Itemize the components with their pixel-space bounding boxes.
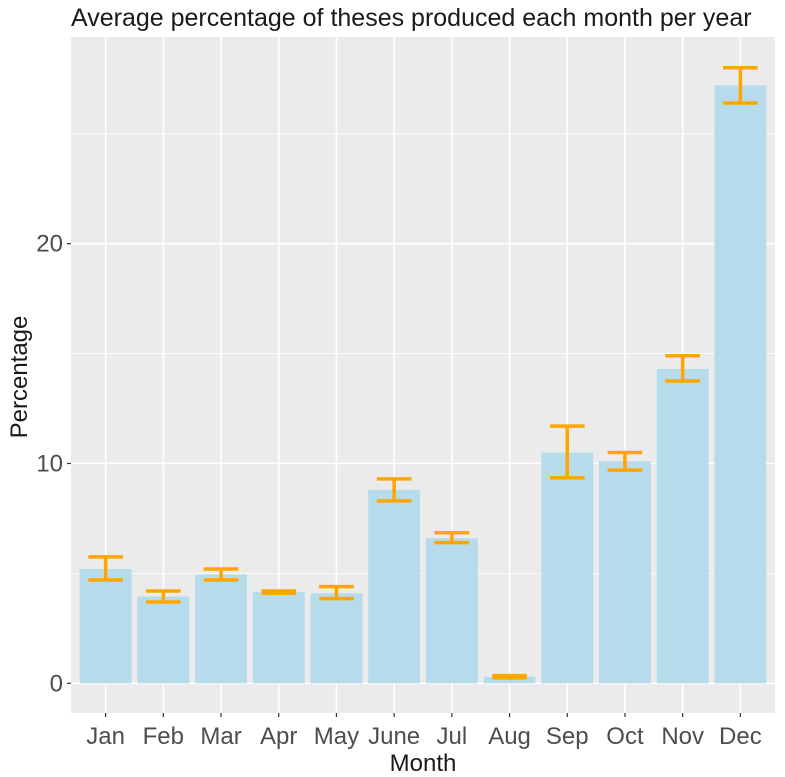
bar-aug xyxy=(483,676,536,684)
error-bar-sep xyxy=(549,424,585,480)
x-axis-ticks: Jan Feb Mar Apr May June Jul Aug Sep Oct Nov Dec xyxy=(86,713,762,750)
bar-dec xyxy=(714,85,767,684)
bar-jan xyxy=(79,569,132,684)
x-tick-label: Aug xyxy=(488,723,531,750)
x-tick-label: Mar xyxy=(200,723,241,750)
error-bar-nov xyxy=(665,354,700,383)
error-bar-aug xyxy=(492,673,527,680)
x-tick-label: Dec xyxy=(719,723,762,750)
x-axis-title: Month xyxy=(390,750,457,777)
x-tick-label: Oct xyxy=(606,723,644,750)
x-tick-label: Apr xyxy=(260,723,297,750)
bar-oct xyxy=(599,461,651,684)
y-axis-title: Percentage xyxy=(6,316,33,439)
error-bar-jan xyxy=(88,555,123,582)
bar-nov xyxy=(656,368,709,684)
bar-may xyxy=(310,593,363,684)
x-tick-label: Jul xyxy=(437,723,468,750)
x-tick-label: June xyxy=(368,723,420,750)
x-tick-label: Nov xyxy=(661,723,704,750)
x-tick-label: Feb xyxy=(143,723,184,750)
x-tick-label: Jan xyxy=(86,723,125,750)
bars xyxy=(79,85,767,684)
error-bar-dec xyxy=(723,66,758,105)
bar-mar xyxy=(195,574,247,684)
x-tick-label: Sep xyxy=(546,723,589,750)
bar-sep xyxy=(541,452,594,684)
y-tick-label: 10 xyxy=(36,450,63,477)
error-bar-june xyxy=(376,477,412,503)
error-bar-feb xyxy=(146,589,181,604)
error-bar-may xyxy=(319,584,354,601)
error-bar-jul xyxy=(434,530,470,545)
y-tick-label: 0 xyxy=(50,670,63,697)
error-bars xyxy=(88,66,758,680)
error-bar-oct xyxy=(607,450,643,472)
bar-jul xyxy=(425,538,478,684)
error-bar-apr xyxy=(261,589,297,595)
y-tick-label: 20 xyxy=(36,231,63,258)
error-bar-mar xyxy=(203,567,239,582)
bar-feb xyxy=(137,596,190,684)
chart-title: Average percentage of theses produced ea… xyxy=(71,4,752,32)
x-tick-label: May xyxy=(314,723,359,750)
bar-apr xyxy=(252,592,305,684)
y-axis-ticks: 0 10 20 xyxy=(36,231,71,697)
bar-june xyxy=(368,489,421,684)
